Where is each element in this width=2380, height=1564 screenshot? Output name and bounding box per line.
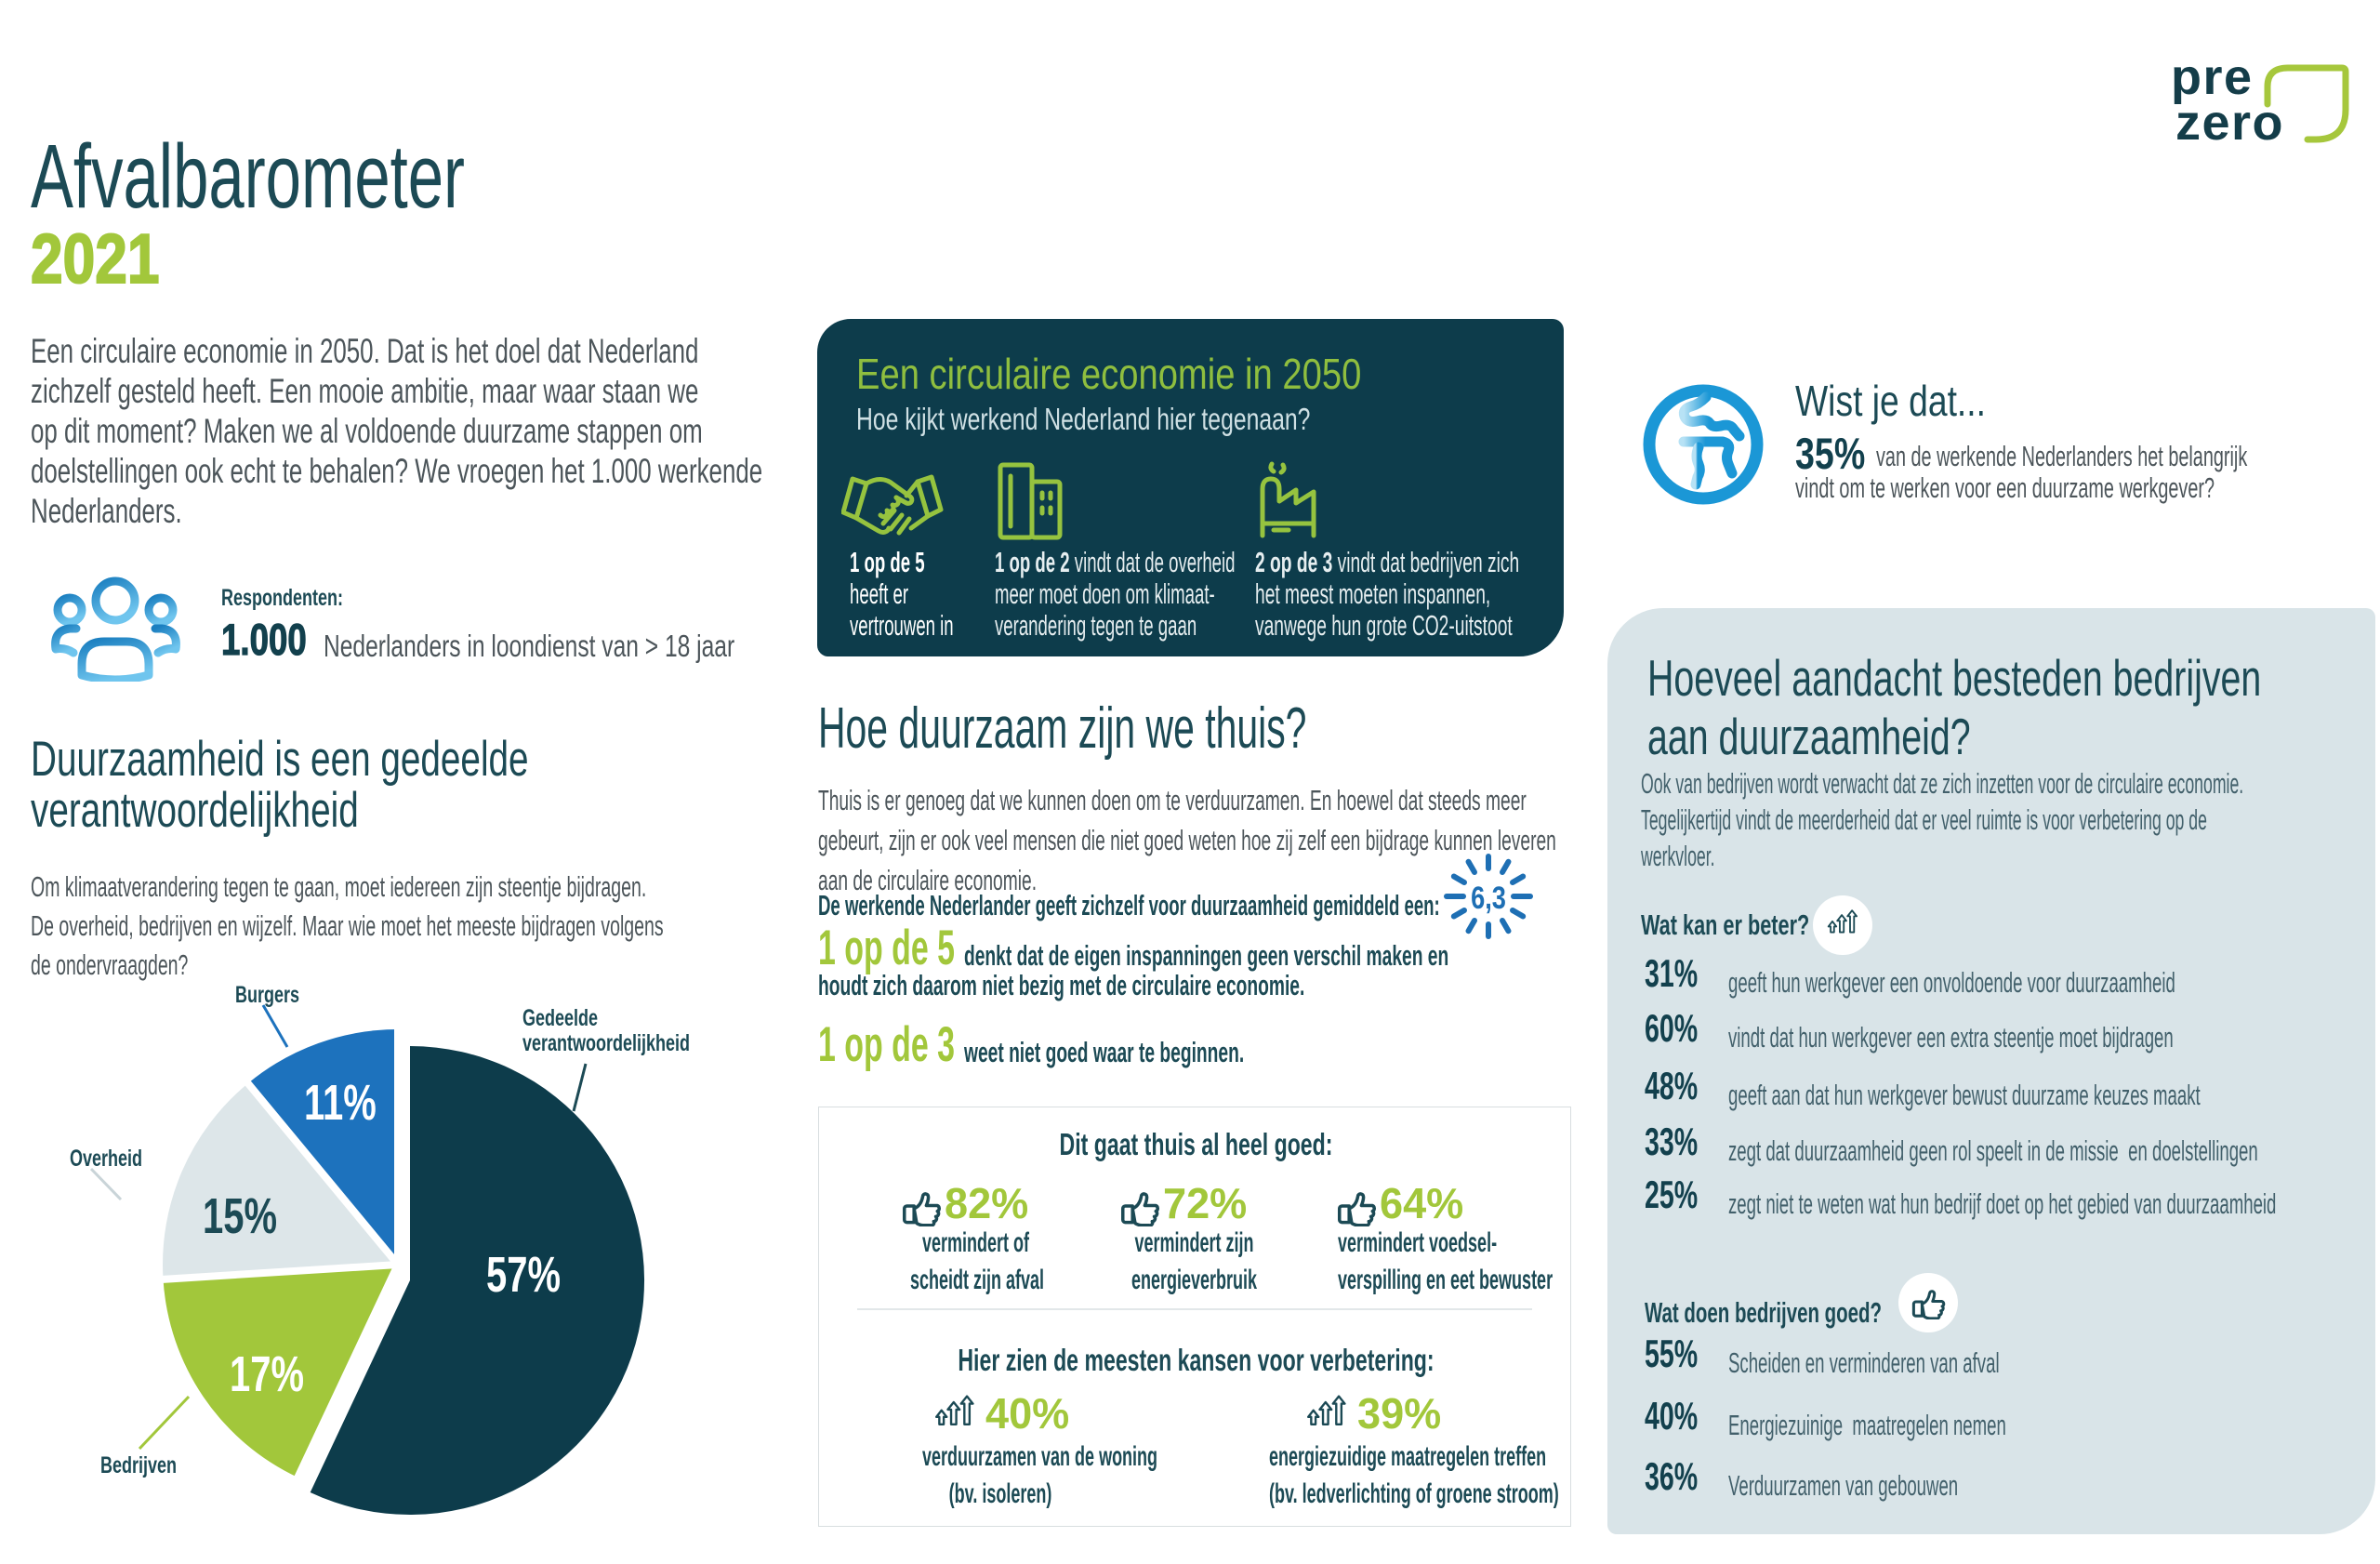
svg-text:pre: pre — [2171, 55, 2254, 105]
svg-text:zero: zero — [2175, 95, 2284, 151]
svg-text:6,3: 6,3 — [1471, 880, 1506, 916]
